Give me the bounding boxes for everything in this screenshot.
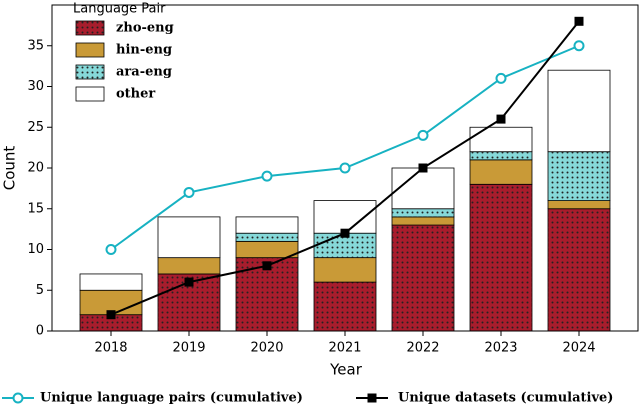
y-tick-label: 35 — [27, 38, 44, 53]
bar-hatch — [548, 208, 610, 331]
y-tick-label: 0 — [36, 324, 44, 339]
x-tick-label: 2018 — [94, 341, 127, 356]
y-tick-label: 25 — [27, 120, 44, 135]
legend-label: hin-eng — [116, 43, 172, 58]
y-tick-label: 20 — [27, 161, 44, 176]
line-marker — [183, 186, 195, 198]
bar-hatch — [236, 233, 298, 242]
bar-hatch — [80, 314, 142, 331]
bar-hatch — [314, 282, 376, 331]
legend-marker — [12, 392, 24, 404]
line-marker — [574, 16, 584, 26]
legend-marker — [367, 393, 377, 403]
y-tick-label: 10 — [27, 242, 44, 257]
line-marker — [417, 129, 429, 141]
x-tick-label: 2024 — [562, 341, 595, 356]
legend-hatch — [76, 65, 104, 79]
bar-segment — [157, 257, 221, 275]
plot-frame — [51, 4, 639, 332]
bar-segment — [547, 69, 611, 153]
bar-hatch — [392, 225, 454, 331]
legend-title: Language Pair — [73, 2, 166, 17]
y-tick-label: 30 — [27, 79, 44, 94]
bar-segment — [391, 216, 455, 226]
line-marker — [495, 72, 507, 84]
line-marker — [105, 244, 117, 255]
bar-segment — [235, 216, 299, 234]
line-marker — [184, 277, 194, 287]
line-marker — [496, 114, 506, 124]
legend-hatch — [76, 21, 104, 35]
y-tick-label: 15 — [27, 201, 44, 216]
x-tick-label: 2023 — [484, 341, 517, 356]
bar-hatch — [470, 151, 532, 160]
line-marker — [340, 228, 350, 238]
line-marker — [573, 40, 585, 52]
legend-label: Unique datasets (cumulative) — [398, 391, 613, 406]
bar-segment — [157, 216, 221, 259]
bar-segment — [313, 200, 377, 234]
x-tick-label: 2019 — [172, 341, 205, 356]
bar-segment — [235, 240, 299, 259]
line-marker — [418, 163, 428, 173]
x-axis-label: Year — [329, 361, 363, 379]
legend-label: Unique language pairs (cumulative) — [40, 391, 303, 406]
bar-segment — [469, 159, 533, 185]
x-tick-label: 2021 — [328, 341, 361, 356]
line-marker — [262, 261, 272, 271]
line-marker — [106, 310, 116, 320]
bar-hatch — [548, 151, 610, 201]
bar-segment — [79, 273, 143, 291]
bar-segment — [391, 167, 455, 210]
bar-segment — [547, 200, 611, 210]
x-tick-label: 2022 — [406, 341, 439, 356]
line-marker — [261, 170, 273, 182]
y-tick-label: 5 — [36, 283, 44, 298]
bar-hatch — [392, 208, 454, 217]
legend-label: ara-eng — [116, 65, 172, 80]
legend-swatch — [75, 42, 105, 58]
legend-swatch — [75, 86, 105, 102]
x-tick-label: 2020 — [250, 341, 283, 356]
line-marker — [339, 162, 351, 174]
bar-hatch — [470, 184, 532, 331]
y-axis-label: Count — [1, 146, 19, 191]
legend-label: other — [116, 87, 155, 102]
legend-label: zho-eng — [116, 21, 174, 36]
bar-segment — [313, 257, 377, 283]
bar-segment — [469, 126, 533, 153]
